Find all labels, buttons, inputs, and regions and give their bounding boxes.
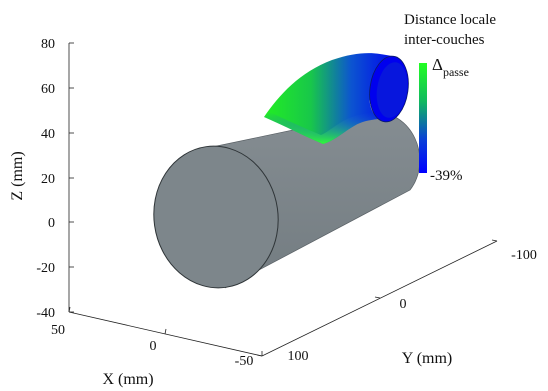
- y-axis-title: Y (mm): [402, 350, 453, 367]
- colorbar-title-line2: inter-couches: [404, 32, 485, 48]
- y-axis-line: [261, 240, 498, 357]
- z-tick-label: 0: [48, 216, 55, 231]
- z-tick-label: -40: [36, 306, 55, 321]
- x-axis-line: [68, 311, 263, 357]
- colorbar-title-line1: Distance locale: [404, 12, 496, 28]
- deposit-opening-inner: [376, 62, 408, 118]
- y-tick-label: -100: [511, 248, 537, 263]
- z-tick-label: 80: [41, 37, 55, 52]
- deposit-surface: [264, 53, 409, 144]
- colorbar: Distance locale inter-couches Δpasse -39…: [404, 12, 496, 184]
- colorbar-min-label: -39%: [430, 168, 463, 184]
- z-tick-label: 40: [41, 127, 55, 142]
- deposit-bottom-rim: [264, 112, 378, 144]
- z-tick-label: 20: [41, 172, 55, 187]
- y-tick-label: 0: [400, 297, 407, 312]
- cylinder-end-cap: [153, 145, 279, 289]
- tick-marks: [68, 42, 498, 357]
- colorbar-gradient: [419, 63, 427, 173]
- x-tick-label: -50: [235, 354, 254, 369]
- colorbar-symbol: Δpasse: [432, 55, 469, 79]
- x-tick-label: 50: [51, 323, 65, 338]
- z-tick-label: -20: [36, 261, 55, 276]
- z-tick-label: 60: [41, 82, 55, 97]
- substrate-cylinder: [153, 112, 421, 289]
- y-tick-label: 100: [288, 349, 309, 364]
- x-tick-label: 0: [150, 339, 157, 354]
- x-axis-title: X (mm): [102, 371, 153, 388]
- z-axis-title: Z (mm): [9, 151, 26, 200]
